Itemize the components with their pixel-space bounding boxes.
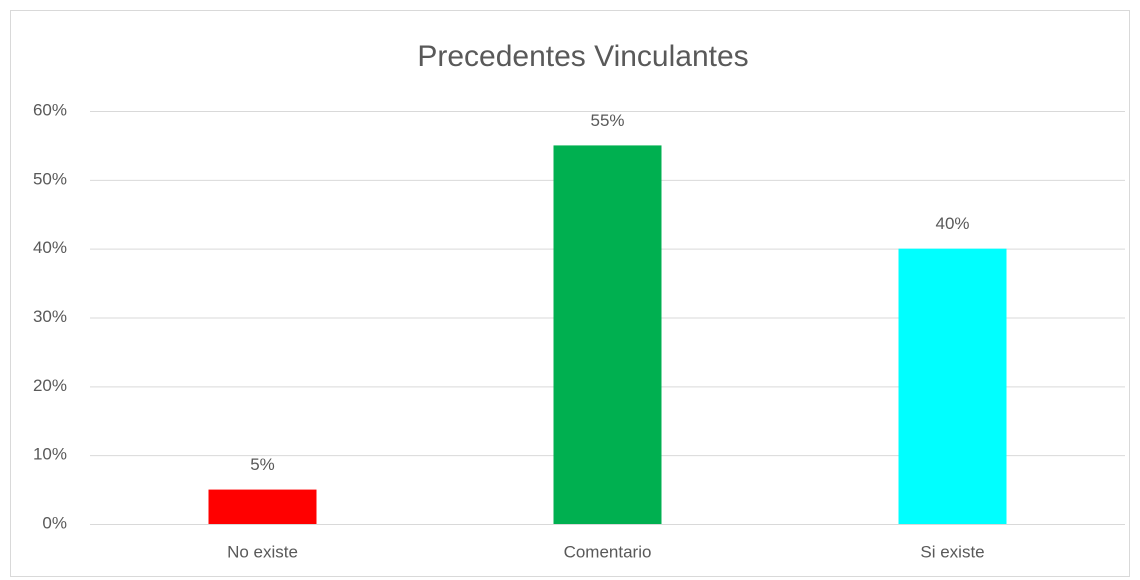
y-tick-label: 40% <box>33 238 67 257</box>
bar <box>208 489 317 524</box>
x-tick-label: Si existe <box>920 542 984 561</box>
y-tick-label: 20% <box>33 376 67 395</box>
y-tick-label: 60% <box>33 100 67 119</box>
data-label: 5% <box>250 455 275 474</box>
x-tick-label: No existe <box>227 542 298 561</box>
data-label: 55% <box>590 111 624 130</box>
bar <box>898 248 1007 524</box>
y-tick-label: 0% <box>42 513 67 532</box>
bar <box>553 145 662 524</box>
chart-title: Precedentes Vinculantes <box>417 40 748 73</box>
data-label: 40% <box>935 214 969 233</box>
y-tick-label: 30% <box>33 307 67 326</box>
x-tick-label: Comentario <box>564 542 652 561</box>
y-tick-label: 10% <box>33 445 67 464</box>
y-tick-label: 50% <box>33 169 67 188</box>
